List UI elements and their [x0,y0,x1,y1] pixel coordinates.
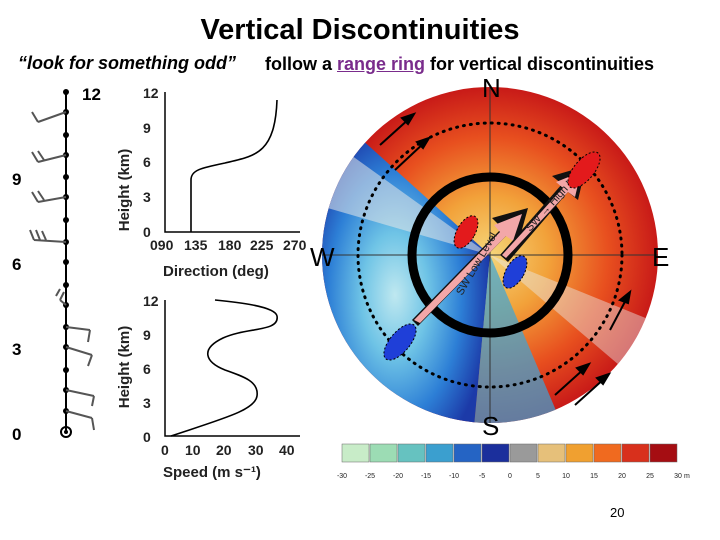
speed-axes [164,300,300,437]
colorbar-label: -10 [449,473,459,480]
spd-xtick-10: 10 [185,442,201,458]
spd-ytick-9: 9 [143,327,151,343]
colorbar-label: 10 [562,473,570,480]
compass-south: S [482,411,499,441]
colorbar-label: 5 [536,473,540,480]
dir-ytick-6: 6 [143,154,151,170]
colorbar-swatch [425,443,454,463]
spd-ytick-6: 6 [143,361,151,377]
height-label-0: 0 [12,425,21,444]
range-ring-outer [356,121,624,389]
dir-xtick-270: 270 [283,237,307,253]
colorbar-label: 20 [618,473,626,480]
red-marker-outer [567,151,601,189]
wind-barb-column: 12 9 6 3 0 [12,85,101,444]
colorbar-swatch [565,443,594,463]
low-level-arrow [414,214,522,323]
height-label-3: 3 [12,340,21,359]
spd-xtick-20: 20 [216,442,232,458]
colorbar-swatch [453,443,482,463]
high-level-arrow [502,172,581,258]
calm-circle [60,426,72,438]
colorbar-label: -5 [479,473,485,480]
colorbar-swatch [509,443,538,463]
colorbar-label: -25 [365,473,375,480]
dir-ytick-3: 3 [143,189,151,205]
spd-ytick-0: 0 [143,429,151,445]
compass-east: E [652,242,669,272]
colorbar-swatch [341,443,370,463]
colorbar-swatch [369,443,398,463]
speed-ylabel: Height (km) [116,326,133,409]
subtitle-instruction: follow a range ring for vertical discont… [265,54,654,75]
dir-xtick-180: 180 [218,237,242,253]
colorbar-label: 0 [508,473,512,480]
height-label-9: 9 [12,170,21,189]
colorbar-unit: m s⁻¹ [684,473,690,480]
direction-xlabel: Direction (deg) [163,263,269,280]
direction-profile-line [190,99,278,232]
red-marker-inner [453,215,479,249]
wind-arrows-outer [379,112,632,406]
colorbar-swatch [481,443,510,463]
colorbar-label: 30 [674,473,682,480]
colorbar-swatch [649,443,678,463]
spd-ytick-3: 3 [143,395,151,411]
range-ring-inner [407,172,573,338]
colorbar-swatch [621,443,650,463]
blue-marker-outer [383,323,417,361]
speed-xlabel: Speed (m s⁻¹) [163,464,261,481]
direction-profile-chart: Height (km) 12 9 6 3 0 090 135 180 225 2… [116,85,307,280]
subtitle-post: for vertical discontinuities [425,54,655,74]
spd-xtick-0: 0 [161,442,169,458]
height-label-12: 12 [82,85,101,104]
colorbar-label: 25 [646,473,654,480]
height-label-6: 6 [12,255,21,274]
dir-xtick-135: 135 [184,237,208,253]
subtitle-pre: follow a [265,54,337,74]
spd-xtick-30: 30 [248,442,264,458]
colorbar-swatch [537,443,566,463]
wind-barbs [29,111,95,431]
blue-marker-inner [502,255,528,289]
colorbar-swatch [397,443,426,463]
direction-ylabel: Height (km) [116,149,133,232]
speed-profile-line [170,299,278,437]
dir-xtick-090: 090 [150,237,174,253]
colorbar-label: -15 [421,473,431,480]
speed-profile-chart: Height (km) 12 9 6 3 0 0 10 20 30 40 Spe… [116,293,300,481]
radar-display: SW Low Level SW → High Level N S E W [310,73,669,441]
dir-xtick-225: 225 [250,237,274,253]
colorbar-label: -30 [337,473,347,480]
subtitle-quote: “look for something odd” [18,53,236,73]
dir-ytick-12: 12 [143,85,159,101]
subtitle-highlight: range ring [337,54,426,74]
compass-north: N [482,73,501,103]
page-number: 20 [610,505,625,520]
spd-ytick-12: 12 [143,293,159,309]
spd-xtick-40: 40 [279,442,295,458]
slide-title: Vertical Discontinuities [200,14,520,46]
colorbar-label: 15 [590,473,598,480]
colorbar-swatch [593,443,622,463]
direction-axes [164,92,300,233]
dir-ytick-9: 9 [143,120,151,136]
colorbar-label: -20 [393,473,403,480]
colorbar: -30 -25 -20 -15 -10 -5 0 5 10 15 20 25 30m s⁻¹ [337,443,690,480]
compass-west: W [310,242,335,272]
dir-ytick-0: 0 [143,224,151,240]
